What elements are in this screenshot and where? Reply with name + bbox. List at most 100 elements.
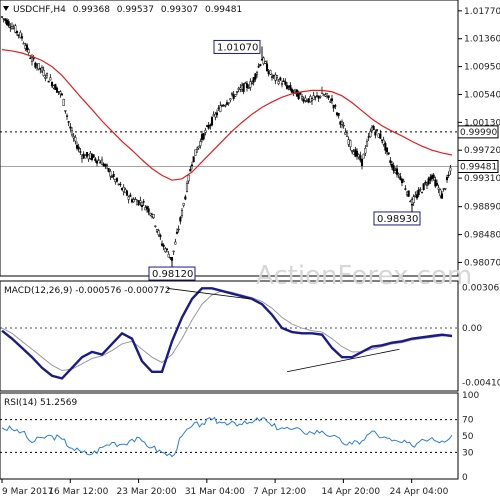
candle-body [117,183,120,185]
candle-body [304,97,307,101]
candle-body [222,104,225,107]
candle-body [129,194,132,197]
candle-body [399,176,402,180]
candle-body [285,85,289,89]
price-y-tick-label: 1.01770 [464,7,500,17]
candle-body [332,104,335,109]
macd-line [1,287,453,380]
candle-body [119,183,122,186]
macd-trendline [166,287,250,300]
candle-body [25,44,29,51]
candle-body [100,159,104,166]
candle-body [419,188,422,191]
candle-body [432,174,435,179]
rsi-lines [1,416,453,458]
candle-body [42,69,45,76]
candle-body [234,94,237,97]
candle-body [182,202,185,206]
candle-body [144,207,147,211]
candle-body [40,67,44,72]
candle-body [132,199,135,203]
rsi-panel-frame [0,392,459,480]
candle-body [375,129,379,131]
candle-body [32,57,35,60]
candle-body [107,168,110,172]
price-y-tick-label: 1.00130 [464,118,500,128]
candle-body [275,75,279,78]
candle-body [155,229,159,232]
candle-body [412,196,415,204]
candle-body [244,82,247,84]
candle-body [409,200,412,203]
candle-body [115,178,119,182]
candle-body [435,182,439,186]
annotation-label: 0.98120 [152,269,193,280]
candle-body [157,230,160,235]
x-tick-label: 14 Apr 20:00 [321,487,380,497]
ohlc-close: 0.99481 [205,5,242,15]
candle-body [177,228,180,231]
price-annotations: 1.01070 0.98120 0.98930 [148,39,421,281]
candle-body [192,156,195,163]
ohlc-open: 0.99368 [73,5,110,15]
candle-body [219,105,222,112]
candle-body [29,57,32,60]
price-level-label: 0.99990 [460,128,497,138]
candle-body [225,102,229,105]
candle-body [310,98,314,102]
candle-body [350,150,354,152]
candle-body [384,143,387,151]
candle-body [269,70,272,75]
candle-body [162,244,165,247]
candle-body [312,95,315,100]
price-y-tick-label: 0.99310 [464,174,500,184]
candle-body [105,164,109,166]
annotation-box [213,39,261,54]
rsi-title: RSI(14) 51.2569 [4,398,77,408]
candle-body [264,61,267,64]
candle-body [74,137,77,142]
candle-body [200,134,204,140]
candle-body [302,99,305,102]
candle-body [270,76,274,78]
candle-body [442,188,445,190]
x-tick-label: 16 Mar 12:00 [48,487,108,497]
candle-body [445,176,449,181]
candle-body [382,139,385,145]
candle-body [80,155,84,159]
candle-body [57,91,60,93]
candle-body [62,98,65,107]
candle-body [357,154,360,158]
price-title-symbol: USDCHF,H4 [13,5,66,15]
candle-body [330,98,334,101]
annotation-label: 1.01070 [217,42,258,53]
candle-body [217,107,220,109]
candle-body [164,248,167,253]
candle-body [134,198,137,201]
candle-body [444,188,447,190]
candle-body [102,163,105,167]
candle-body [7,21,10,26]
candle-body [184,196,187,200]
candle-body [309,96,312,103]
candle-body [352,151,355,155]
candle-body [122,187,125,192]
candle-body [95,160,99,164]
candle-body [300,95,304,100]
candle-body [34,62,37,68]
candle-body [425,184,429,186]
candle-body [335,112,339,115]
candle-body [179,217,182,222]
macd-y-axis: 0.003063 0.00 -0.004104 [462,283,500,388]
price-ma [1,49,453,181]
candle-body [87,154,90,160]
candle-body [59,91,62,95]
candle-body [337,113,340,116]
candle-body [314,96,317,98]
macd-grid [0,327,458,329]
macd-title: MACD(12,26,9) -0.000576 -0.000772 [4,286,170,296]
candle-body [165,248,169,250]
macd-y-tick-label: 0.003063 [462,283,500,293]
